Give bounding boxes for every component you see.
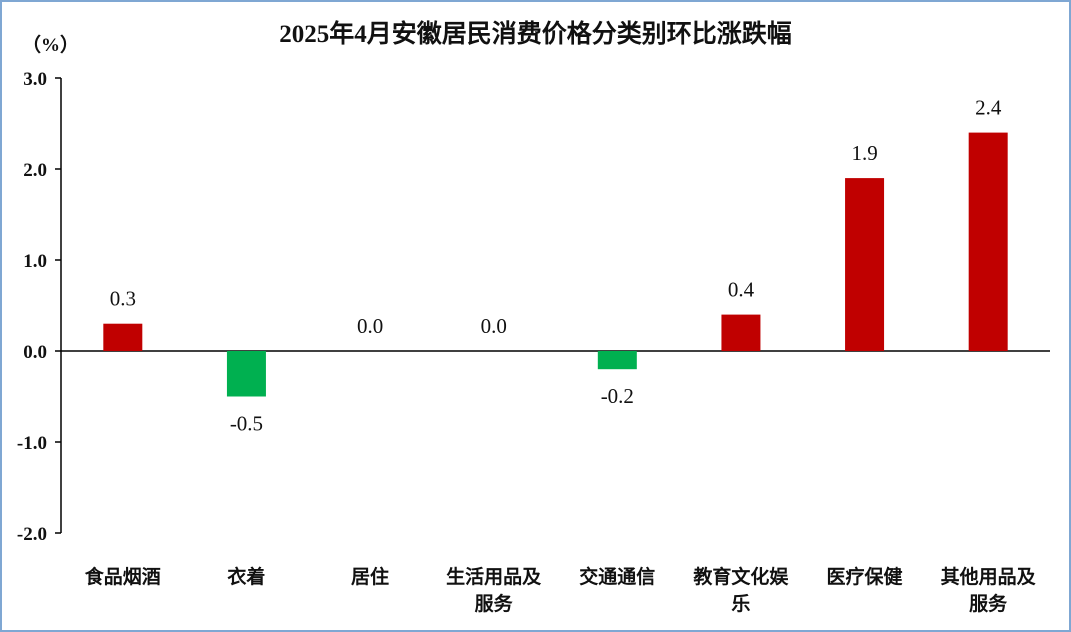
category-label: 食品烟酒 bbox=[85, 565, 161, 588]
data-label: 1.9 bbox=[851, 141, 877, 165]
data-label: 0.4 bbox=[728, 278, 755, 302]
data-label: 0.0 bbox=[481, 314, 507, 338]
data-label: -0.2 bbox=[601, 384, 634, 408]
bar bbox=[226, 351, 266, 397]
data-label: -0.5 bbox=[230, 412, 263, 436]
category-label: 其他用品及 bbox=[941, 565, 1037, 588]
y-tick-label: -1.0 bbox=[17, 433, 47, 454]
category-label: 衣着 bbox=[227, 565, 265, 588]
y-tick-label: 0.0 bbox=[23, 342, 47, 363]
category-label: 服务 bbox=[969, 592, 1008, 615]
data-label: 0.0 bbox=[357, 314, 383, 338]
y-tick-label: 1.0 bbox=[23, 251, 47, 272]
category-label: 医疗保健 bbox=[827, 565, 903, 588]
category-label: 交通通信 bbox=[579, 565, 655, 588]
y-tick-label: 2.0 bbox=[23, 160, 47, 181]
bar bbox=[721, 314, 761, 351]
chart-title: 2025年4月安徽居民消费价格分类别环比涨跌幅 bbox=[279, 21, 792, 48]
category-label: 居住 bbox=[351, 565, 389, 588]
bar bbox=[968, 132, 1008, 351]
y-axis-unit-label: （%） bbox=[22, 35, 80, 56]
bar bbox=[845, 178, 885, 351]
axes: 3.0 2.0 1.0 0.0 -1.0 -2.0 bbox=[17, 69, 1050, 545]
bars bbox=[103, 132, 1008, 397]
category-label: 乐 bbox=[731, 593, 750, 615]
bar bbox=[597, 351, 637, 370]
bar bbox=[103, 323, 143, 351]
category-label: 教育文化娱 bbox=[693, 565, 789, 588]
y-tick-label: 3.0 bbox=[23, 69, 47, 90]
y-tick-label: -2.0 bbox=[17, 524, 47, 545]
data-label: 0.3 bbox=[110, 287, 136, 311]
category-label: 生活用品及 bbox=[446, 565, 542, 588]
category-label: 服务 bbox=[475, 592, 514, 615]
data-label: 2.4 bbox=[975, 96, 1002, 120]
